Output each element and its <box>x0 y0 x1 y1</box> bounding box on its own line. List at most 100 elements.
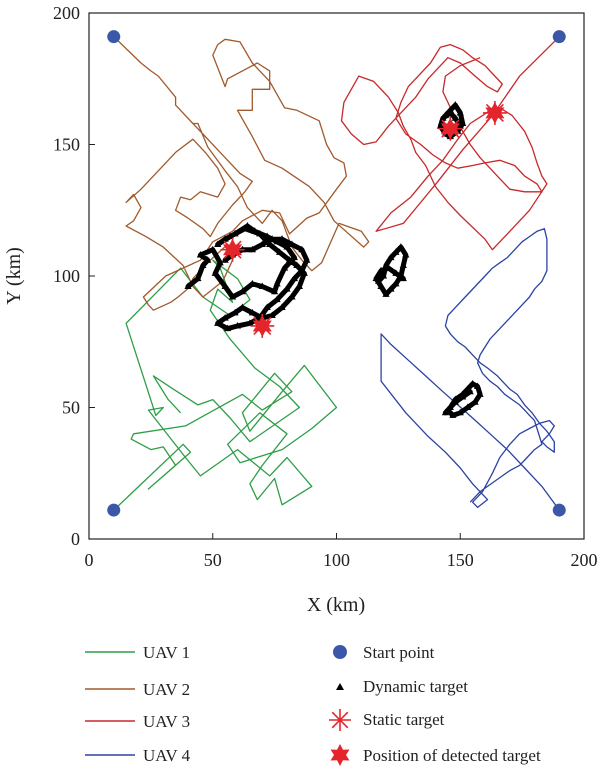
markers-layer <box>107 30 566 517</box>
dynamic-target-marker <box>199 261 207 268</box>
dynamic-target-marker <box>231 308 239 316</box>
legend-static-target-label: Static target <box>363 710 445 729</box>
dynamic-target-marker <box>238 303 247 311</box>
legend-static-target-marker <box>329 709 351 731</box>
legend-start-point-marker <box>333 645 347 659</box>
y-axis-label: Y (km) <box>3 247 25 305</box>
dynamic-target-marker <box>231 229 239 237</box>
x-tick-label: 50 <box>204 550 222 570</box>
y-tick-label: 100 <box>53 266 80 286</box>
dynamic-target-marker <box>397 243 405 250</box>
dynamic-target-marker <box>209 245 217 253</box>
legend-static-asterisk <box>329 709 351 731</box>
static-target-marker <box>220 237 245 262</box>
legend: UAV 1 UAV 2 UAV 3 UAV 4 Start point Dyna… <box>85 643 541 766</box>
dynamic-target-marker <box>456 108 464 116</box>
dynamic-target-marker <box>446 108 454 116</box>
static-target-marker <box>438 116 463 141</box>
dynamic-target-marker <box>221 256 229 263</box>
dynamic-target-marker <box>387 285 395 292</box>
uav-4-trajectory <box>380 228 560 511</box>
dynamic-target-marker <box>268 311 276 318</box>
dynamic-target-marker <box>221 282 229 290</box>
dynamic-target-marker <box>466 387 474 395</box>
dynamic-target-marker <box>278 303 286 311</box>
dynamic-target-marker <box>273 237 281 245</box>
dynamic-target-marker <box>473 382 482 389</box>
start-point-marker <box>552 30 566 44</box>
dynamic-target-marker <box>275 248 284 255</box>
dynamic-target-marker <box>436 122 445 129</box>
dynamic-target-marker <box>402 250 410 258</box>
dynamic-target-marker <box>471 398 479 405</box>
dynamic-target-marker <box>204 256 212 263</box>
legend-detected-target-marker <box>330 744 350 766</box>
dynamic-target-marker <box>298 245 306 253</box>
y-tick-label: 200 <box>53 3 80 23</box>
uav-1-trajectory <box>113 259 338 511</box>
dynamic-target-marker <box>451 101 459 108</box>
legend-uav3-label: UAV 3 <box>143 712 190 731</box>
dynamic-target-marker <box>216 258 224 266</box>
dynamic-target-marker <box>476 390 484 397</box>
x-tick-label: 100 <box>323 550 350 570</box>
dynamic-target-marker <box>451 398 459 405</box>
dynamic-target-marker <box>246 319 254 326</box>
dynamic-target-marker <box>303 256 311 263</box>
dynamic-target-marker <box>271 287 279 295</box>
dynamic-target-marker <box>444 406 452 413</box>
dynamic-target-marker <box>288 240 296 247</box>
dynamic-target-marker <box>224 324 232 332</box>
dynamic-target-marker <box>214 240 222 247</box>
legend-dynamic-target-label: Dynamic target <box>363 677 468 696</box>
dynamic-target-marker <box>288 293 296 300</box>
dynamic-target-marker <box>456 122 464 129</box>
dynamic-target-marker <box>258 240 266 247</box>
dynamic-target-marker <box>273 279 281 287</box>
static-target-marker <box>250 313 275 338</box>
y-tick-label: 50 <box>62 398 80 418</box>
legend-uav4-label: UAV 4 <box>143 746 191 765</box>
y-tick-label: 0 <box>71 529 80 549</box>
x-axis-label: X (km) <box>307 594 365 616</box>
dynamic-target-marker <box>384 264 393 271</box>
dynamic-target-marker <box>263 303 271 311</box>
static-target-marker <box>482 100 507 125</box>
dynamic-target-marker <box>221 314 229 321</box>
dynamic-target-marker <box>221 235 229 242</box>
dynamic-target-marker <box>456 408 464 416</box>
dynamic-target-marker <box>194 274 202 282</box>
dynamic-target-marker <box>459 392 467 400</box>
dynamic-target-marker <box>449 411 457 418</box>
dynamic-target-marker <box>283 285 291 292</box>
dynamic-target-marker <box>290 274 299 282</box>
dynamic-target-marker <box>298 266 306 274</box>
uav-2-trajectory <box>113 36 370 311</box>
x-tick-label: 200 <box>571 550 598 570</box>
dynamic-target-marker <box>377 282 385 290</box>
dynamic-target-marker <box>273 295 281 303</box>
y-tick-label: 150 <box>53 135 80 155</box>
dynamic-target-marker <box>290 253 299 261</box>
dynamic-target-marker <box>248 279 256 287</box>
legend-detected-target-label: Position of detected target <box>363 746 541 765</box>
dynamic-target-marker <box>184 282 192 290</box>
legend-detected-star <box>330 744 350 766</box>
dynamic-target-marker <box>263 232 271 240</box>
dynamic-target-marker <box>251 227 259 234</box>
dynamic-target-marker <box>278 235 286 242</box>
start-point-marker <box>107 503 121 517</box>
plot-frame <box>88 12 585 540</box>
legend-start-point-label: Start point <box>363 643 435 662</box>
dynamic-target-marker <box>238 287 247 295</box>
dynamic-target-marker <box>285 256 294 263</box>
legend-uav2-label: UAV 2 <box>143 680 190 699</box>
dynamic-target-marker <box>439 114 447 121</box>
dynamic-target-marker <box>233 321 242 329</box>
dynamic-target-marker <box>241 224 249 232</box>
dynamic-target-marker <box>464 403 472 410</box>
dynamic-target-marker <box>228 293 237 300</box>
dynamic-target-marker <box>382 290 390 297</box>
dynamic-target-marker <box>226 232 234 240</box>
